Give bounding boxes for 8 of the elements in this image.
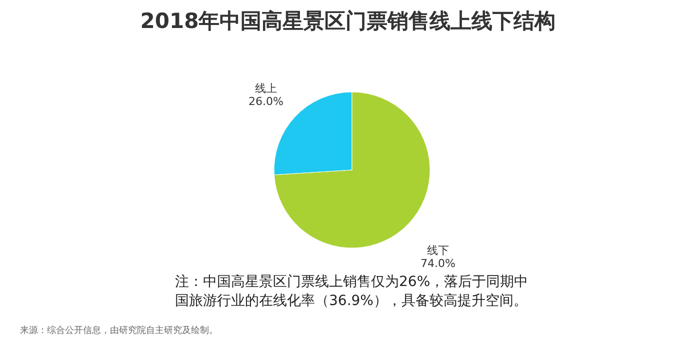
data-label: 26.0% — [248, 95, 284, 108]
source-note: 来源：综合公开信息，由研究院自主研究及绘制。 — [20, 325, 218, 336]
text: 国旅游行业的在线化率（36.9%），具备较高提升空间。 — [175, 293, 528, 309]
chart-title: 2018年中国高星景区门票销售线上线下结构 — [140, 9, 556, 33]
data-label: 74.0% — [420, 256, 456, 270]
slice-label: 线上 — [254, 82, 277, 96]
text: 注：中国高星景区门票线上销售仅为26%，落后于同期中 — [175, 274, 528, 290]
slice-label: 线下 — [427, 244, 450, 257]
